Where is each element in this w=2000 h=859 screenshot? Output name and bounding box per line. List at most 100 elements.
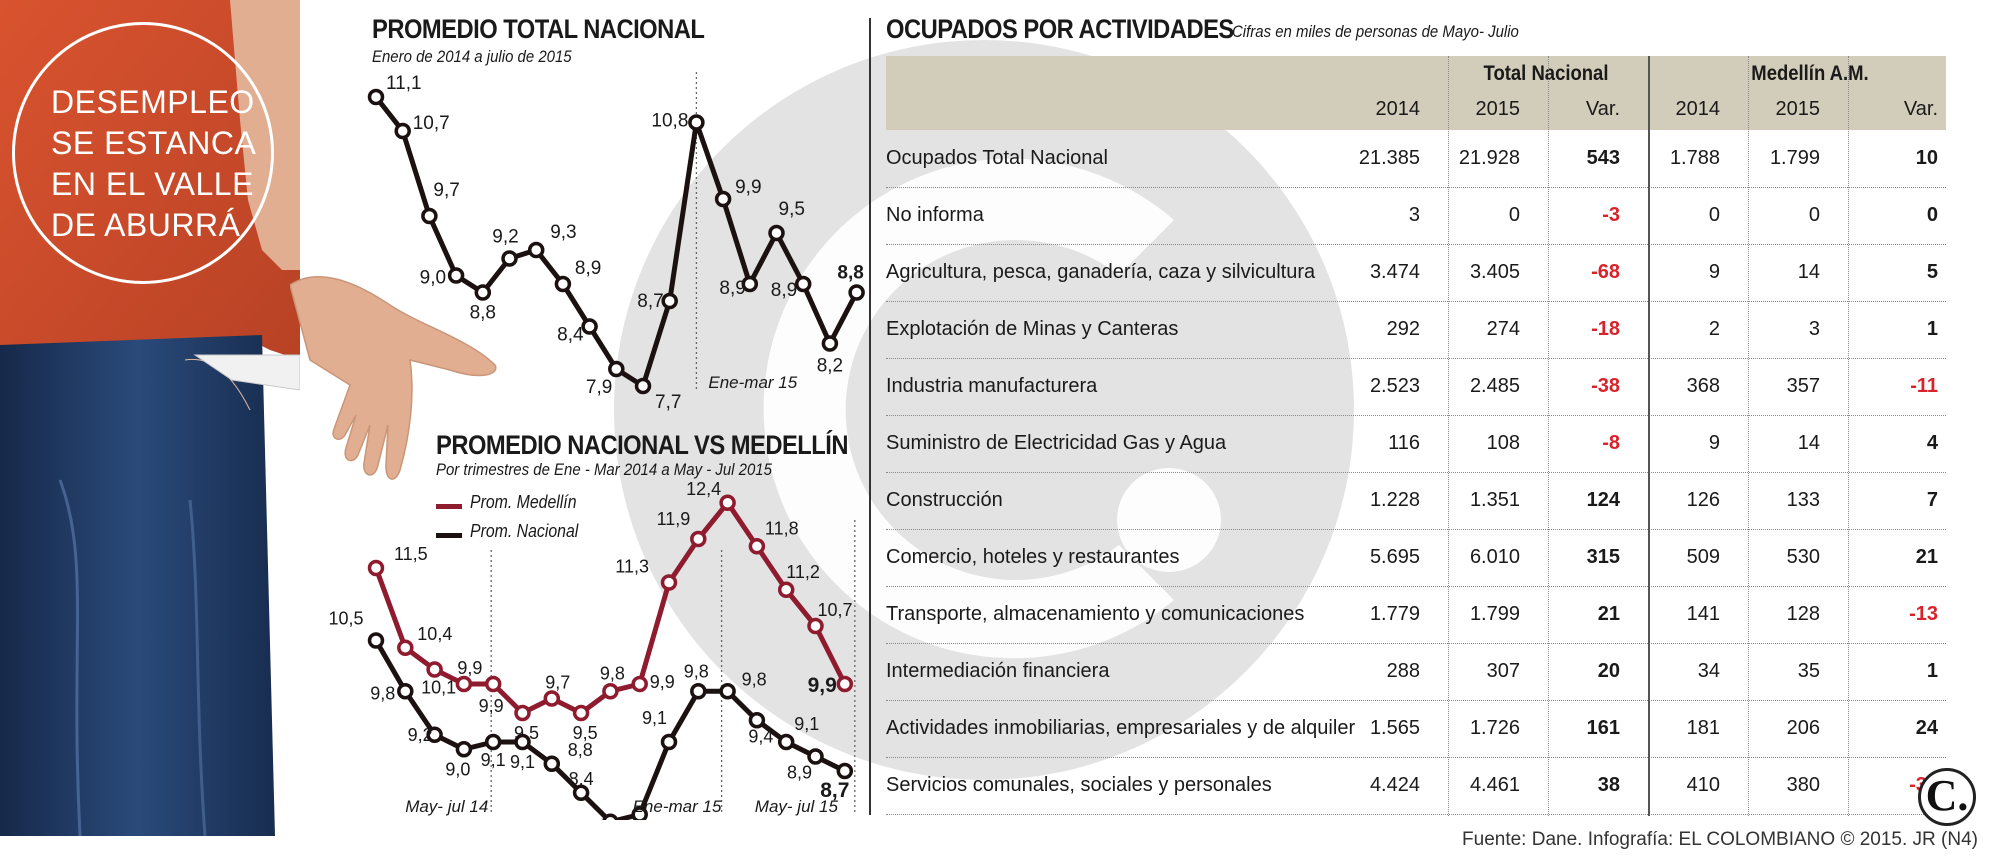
col-separator <box>1448 56 1449 816</box>
chart2-nacional-label: 9,1 <box>481 750 506 770</box>
chart1-point <box>741 275 759 293</box>
row-label: Construcción <box>886 489 1003 511</box>
chart2-nacional-label: 9,8 <box>370 683 395 703</box>
chart2-nacional-point <box>777 733 795 751</box>
table-header: Total Nacional Medellín A.M. 2014 2015 V… <box>886 56 1946 130</box>
chart1-point <box>848 284 865 301</box>
value-cell: 1.228 <box>1369 489 1420 511</box>
chart1-data-label: 8,9 <box>575 258 601 279</box>
value-cell: 0 <box>1808 204 1820 226</box>
variation-cell: -3 <box>1602 204 1620 226</box>
chart1-data-label: 8,4 <box>557 325 584 346</box>
value-cell: 2.523 <box>1369 375 1420 397</box>
value-cell: 0 <box>1708 204 1720 226</box>
chart1-data-label: 8,9 <box>771 280 797 301</box>
variation-cell: 5 <box>1926 261 1938 283</box>
chart1-data-label: 8,8 <box>470 303 496 324</box>
variation-cell: 124 <box>1586 489 1620 511</box>
col-header-2015-medellin: 2015 <box>1775 98 1821 120</box>
chart2-medellin-point <box>426 661 443 678</box>
chart2-nacional-label: 9,1 <box>510 752 535 772</box>
chart2-nacional-point <box>397 683 414 700</box>
value-cell: 530 <box>1786 546 1820 568</box>
row-label: Industria manufacturera <box>886 375 1098 397</box>
legend-label-nacional: Prom. Nacional <box>470 521 579 541</box>
col-separator <box>1848 56 1849 816</box>
chart2-medellin-label: 9,9 <box>479 696 504 716</box>
variation-cell: 20 <box>1597 660 1620 682</box>
chart2-medellin-point <box>690 530 707 548</box>
value-cell: 133 <box>1786 489 1820 511</box>
row-label: Explotación de Minas y Canteras <box>886 318 1179 340</box>
chart2-medellin-point <box>602 683 619 700</box>
chart2-medellin-label: 9,9 <box>808 674 837 697</box>
value-cell: 6.010 <box>1469 546 1520 568</box>
chart1-data-label: 10,7 <box>413 113 450 134</box>
value-cell: 3 <box>1808 318 1820 340</box>
value-cell: 35 <box>1797 660 1820 682</box>
chart2-medellin-point <box>748 538 766 555</box>
chart2-medellin-label: 9,8 <box>600 663 625 683</box>
chart2-medellin-label: 11,2 <box>786 562 820 582</box>
chart1-data-label: 7,7 <box>655 392 681 413</box>
value-cell: 21.385 <box>1358 147 1420 169</box>
value-cell: 368 <box>1686 375 1720 397</box>
chart2-nacional-label: 9,2 <box>408 725 433 745</box>
chart2-nacional-point <box>426 726 443 743</box>
open-hand-illustration <box>290 276 497 480</box>
value-cell: 116 <box>1388 432 1420 454</box>
value-cell: 1.565 <box>1369 717 1420 739</box>
chart1-point <box>688 114 705 131</box>
chart1-series-line <box>374 95 859 389</box>
chart1-data-label: 10,8 <box>651 111 688 132</box>
value-cell: 357 <box>1786 375 1820 397</box>
value-cell: 288 <box>1386 660 1420 682</box>
chart2-nacional-point <box>602 813 619 820</box>
table-row: Explotación de Minas y Canteras 292 274 -18… <box>886 301 1946 359</box>
chart1-point <box>474 284 492 301</box>
col-separator <box>1548 56 1549 816</box>
value-cell: 292 <box>1386 318 1420 340</box>
value-cell: 1.799 <box>1769 147 1820 169</box>
chart2-nacional-point <box>367 632 385 649</box>
chart1-data-label: 9,2 <box>492 227 518 248</box>
legend-swatch-nacional <box>436 533 462 538</box>
chart2-medellin-point <box>836 675 854 693</box>
chart2-medellin-point <box>397 639 414 656</box>
chart2-medellin-label: 11,5 <box>394 544 428 564</box>
chart1-subtitle: Enero de 2014 a julio de 2015 <box>372 47 572 66</box>
headline-circle: DESEMPLEO SE ESTANCA EN EL VALLE DE ABUR… <box>12 22 274 284</box>
chart2-medellin-label: 9,5 <box>573 723 598 743</box>
chart2-nacional-label: 10,5 <box>328 609 363 629</box>
group-header-total-nacional: Total Nacional <box>1483 62 1609 85</box>
hero-photo: DESEMPLEO SE ESTANCA EN EL VALLE DE ABUR… <box>0 0 300 836</box>
chart1-data-label: 8,7 <box>637 291 663 312</box>
variation-cell: -18 <box>1591 318 1620 340</box>
chart2-nacional-label: 9,1 <box>642 708 667 728</box>
chart2-nacional-label: 9,1 <box>794 714 819 734</box>
value-cell: 1.351 <box>1469 489 1520 511</box>
chart2-medellin-label: 10,7 <box>818 600 853 620</box>
chart1-point <box>527 241 545 259</box>
variation-cell: 7 <box>1926 489 1938 511</box>
value-cell: 14 <box>1797 432 1820 454</box>
chart2-medellin-point <box>514 704 531 722</box>
chart2-medellin-point <box>367 559 385 577</box>
value-cell: 128 <box>1786 603 1820 625</box>
chart2-medellin-point <box>777 581 795 598</box>
chart1-point <box>447 267 465 284</box>
chart2-nacional-point <box>543 755 561 772</box>
chart1-data-label: 9,9 <box>735 177 761 198</box>
watermark-logo <box>614 40 1354 780</box>
row-label: Intermediación financiera <box>886 660 1110 682</box>
chart-total-nacional: 11,1 10,7 9,7 9,0 8,8 9,2 9,3 8,9 8,4 7,9 7,7 8,7 10… <box>367 72 865 413</box>
row-label: Actividades inmobiliarias, empresariales… <box>886 717 1356 739</box>
col-header-2014-medellin: 2014 <box>1675 98 1721 120</box>
value-cell: 181 <box>1686 717 1720 739</box>
value-cell: 0 <box>1508 204 1520 226</box>
value-cell: 9 <box>1708 432 1720 454</box>
value-cell: 380 <box>1786 774 1820 796</box>
group-header-medellin: Medellín A.M. <box>1751 62 1869 85</box>
chart2-nacional-label: 9,8 <box>684 661 709 681</box>
headline-line: DESEMPLEO <box>51 84 255 120</box>
